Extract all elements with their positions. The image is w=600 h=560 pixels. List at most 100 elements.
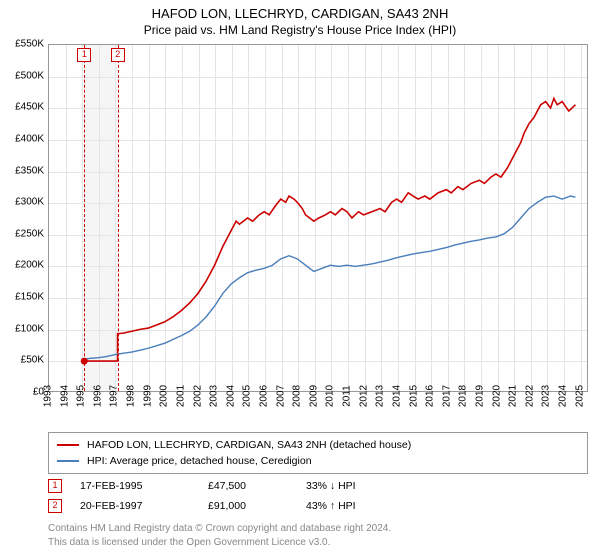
gridline-h [49,140,587,141]
gridline-v [415,45,416,391]
legend-row: HPI: Average price, detached house, Cere… [57,453,579,469]
x-axis-label: 2005 [242,385,253,407]
x-axis-label: 1997 [109,385,120,407]
plot-band [84,45,117,391]
gridline-v [448,45,449,391]
y-axis-label: £500K [0,70,44,81]
gridline-v [215,45,216,391]
events-table: 117-FEB-1995£47,50033% ↓ HPI220-FEB-1997… [48,476,588,516]
gridline-v [547,45,548,391]
gridline-v [431,45,432,391]
y-axis-label: £50K [0,355,44,366]
gridline-h [49,77,587,78]
x-axis-label: 2015 [408,385,419,407]
marker-dashed-1 [84,45,85,391]
event-pct: 33% ↓ HPI [306,480,406,492]
y-axis-label: £350K [0,165,44,176]
marker-dashed-2 [118,45,119,391]
gridline-h [49,298,587,299]
x-axis-label: 2012 [358,385,369,407]
event-marker-2: 2 [48,499,62,513]
gridline-v [165,45,166,391]
legend-swatch [57,444,79,446]
chart-title: HAFOD LON, LLECHRYD, CARDIGAN, SA43 2NH [0,0,600,21]
gridline-v [381,45,382,391]
y-axis-label: £250K [0,228,44,239]
x-axis-label: 2011 [342,385,353,407]
gridline-h [49,266,587,267]
gridline-v [149,45,150,391]
x-axis-label: 1999 [142,385,153,407]
gridline-h [49,172,587,173]
gridline-h [49,361,587,362]
x-axis-label: 1996 [92,385,103,407]
gridline-v [331,45,332,391]
gridline-v [464,45,465,391]
legend-label: HAFOD LON, LLECHRYD, CARDIGAN, SA43 2NH … [87,439,411,451]
chart-container: HAFOD LON, LLECHRYD, CARDIGAN, SA43 2NH … [0,0,600,560]
gridline-v [498,45,499,391]
x-axis-label: 2006 [259,385,270,407]
x-axis-label: 2023 [541,385,552,407]
x-axis-label: 2010 [325,385,336,407]
gridline-v [282,45,283,391]
event-date: 20-FEB-1997 [80,500,190,512]
gridline-v [232,45,233,391]
gridline-h [49,235,587,236]
marker-box-2: 2 [111,48,125,62]
gridline-v [564,45,565,391]
legend: HAFOD LON, LLECHRYD, CARDIGAN, SA43 2NH … [48,432,588,474]
series-line-1 [82,196,575,360]
x-axis-label: 1993 [43,385,54,407]
x-axis-label: 2002 [192,385,203,407]
x-axis-label: 1998 [126,385,137,407]
x-axis-label: 2004 [225,385,236,407]
x-axis-label: 2013 [375,385,386,407]
gridline-h [49,203,587,204]
gridline-v [348,45,349,391]
gridline-v [514,45,515,391]
y-axis-label: £200K [0,260,44,271]
gridline-h [49,330,587,331]
gridline-v [66,45,67,391]
event-pct: 43% ↑ HPI [306,500,406,512]
x-axis-label: 2001 [175,385,186,407]
event-marker-1: 1 [48,479,62,493]
x-axis-label: 2016 [425,385,436,407]
gridline-v [265,45,266,391]
chart-subtitle: Price paid vs. HM Land Registry's House … [0,21,600,37]
x-axis-label: 2000 [159,385,170,407]
copyright: Contains HM Land Registry data © Crown c… [48,522,588,549]
x-axis-label: 2021 [508,385,519,407]
y-axis-label: £0 [0,387,44,398]
gridline-v [82,45,83,391]
y-axis-label: £100K [0,323,44,334]
gridline-v [298,45,299,391]
chart-svg [49,45,587,391]
y-axis-label: £300K [0,197,44,208]
marker-box-1: 1 [77,48,91,62]
y-axis-label: £150K [0,292,44,303]
gridline-v [132,45,133,391]
legend-row: HAFOD LON, LLECHRYD, CARDIGAN, SA43 2NH … [57,437,579,453]
gridline-v [398,45,399,391]
series-line-0 [84,98,575,361]
gridline-v [248,45,249,391]
x-axis-label: 2007 [275,385,286,407]
x-axis-label: 2020 [491,385,502,407]
gridline-v [481,45,482,391]
gridline-v [199,45,200,391]
gridline-v [315,45,316,391]
y-axis-label: £550K [0,39,44,50]
gridline-v [99,45,100,391]
event-price: £47,500 [208,480,288,492]
y-axis-label: £400K [0,133,44,144]
x-axis-label: 2024 [558,385,569,407]
x-axis-label: 2022 [524,385,535,407]
x-axis-label: 2018 [458,385,469,407]
gridline-v [365,45,366,391]
x-axis-label: 1994 [59,385,70,407]
x-axis-label: 2025 [574,385,585,407]
copyright-line2: This data is licensed under the Open Gov… [48,536,588,550]
gridline-v [182,45,183,391]
